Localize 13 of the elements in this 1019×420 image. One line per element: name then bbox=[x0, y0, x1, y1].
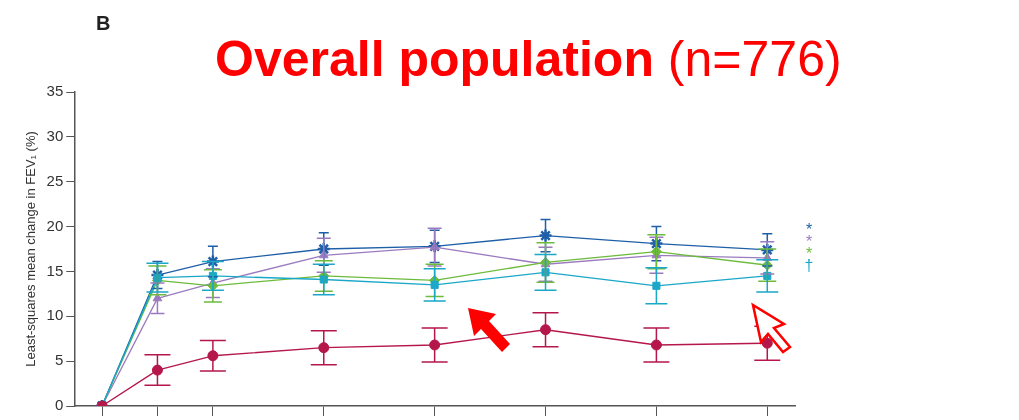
y-tick-label: 20 bbox=[46, 216, 64, 234]
text: B bbox=[96, 12, 111, 35]
y-tick-label: 15 bbox=[46, 261, 64, 279]
chart-subtitle: (n=776) bbox=[667, 31, 842, 87]
text: † bbox=[804, 256, 814, 274]
y-tick-label: 25 bbox=[46, 171, 64, 189]
chart-title: Overall population bbox=[215, 31, 654, 87]
y-tick-label: 30 bbox=[46, 127, 64, 144]
y-tick-label: 0 bbox=[54, 396, 64, 414]
y-tick-label: 10 bbox=[46, 306, 64, 324]
y-axis-title: Least-squares mean change in FEV₁ (%) bbox=[23, 131, 39, 367]
y-tick-label: 35 bbox=[46, 82, 64, 100]
y-tick-label: 5 bbox=[54, 351, 64, 369]
